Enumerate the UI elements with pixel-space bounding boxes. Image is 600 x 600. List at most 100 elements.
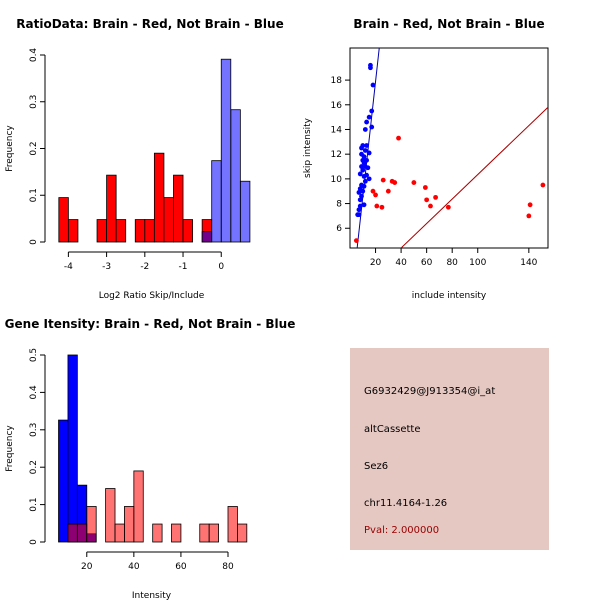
scatter-point-not-brain bbox=[361, 183, 367, 189]
scatter-x-tick-label: 60 bbox=[421, 258, 433, 268]
intensity-y-tick-label: 0.3 bbox=[29, 423, 39, 437]
scatter-point-not-brain bbox=[362, 178, 368, 184]
scatter-point-not-brain bbox=[364, 119, 370, 125]
scatter-point-brain bbox=[374, 203, 380, 209]
ratio-y-tick-label: 0.1 bbox=[29, 188, 39, 202]
scatter-y-tick-label: 12 bbox=[331, 150, 342, 160]
scatter-point-not-brain bbox=[357, 203, 363, 209]
intensity-bar-brain bbox=[76, 523, 88, 543]
scatter-point-not-brain bbox=[361, 160, 367, 166]
probe-id-text: G6932429@J913354@i_at bbox=[364, 386, 496, 397]
scatter-point-brain bbox=[396, 135, 401, 141]
intensity-bar-brain bbox=[171, 523, 182, 543]
scatter-point-brain bbox=[370, 188, 376, 194]
scatter-point-brain bbox=[379, 204, 385, 210]
intensity-bar-brain bbox=[124, 506, 135, 543]
ratio-bar-not-brain bbox=[220, 58, 232, 243]
ratio-bar-brain bbox=[134, 219, 146, 243]
scatter-point-not-brain bbox=[356, 212, 362, 218]
scatter-point-not-brain bbox=[369, 108, 375, 114]
ratio-x-tick-label: -2 bbox=[140, 262, 149, 272]
scatter-point-not-brain bbox=[366, 150, 372, 156]
scatter-y-tick-label: 6 bbox=[336, 224, 342, 234]
ratio-y-tick-label: 0.2 bbox=[29, 141, 39, 155]
scatter-point-brain bbox=[445, 204, 451, 210]
scatter-point-not-brain bbox=[360, 167, 366, 173]
intensity-x-tick-label: 40 bbox=[128, 562, 140, 572]
ratio-bar-brain bbox=[115, 219, 127, 243]
scatter-point-brain bbox=[526, 213, 532, 219]
intensity-x-tick-label: 80 bbox=[222, 562, 234, 572]
scatter-point-brain bbox=[353, 238, 359, 243]
scatter-x-tick-label: 100 bbox=[469, 258, 486, 268]
scatter-point-not-brain bbox=[362, 148, 368, 153]
scatter-y-tick-label: 16 bbox=[331, 101, 343, 111]
intensity-x-tick-label: 20 bbox=[81, 562, 93, 572]
ratio-chart-title: RatioData: Brain - Red, Not Brain - Blue bbox=[16, 17, 283, 31]
scatter-y-tick-label: 18 bbox=[331, 76, 343, 86]
ratio-bar-brain bbox=[67, 219, 79, 243]
scatter-point-brain bbox=[373, 192, 378, 198]
scatter-point-not-brain bbox=[357, 197, 363, 203]
scatter-point-brain bbox=[540, 182, 546, 188]
scatter-point-brain bbox=[385, 188, 391, 194]
intensity-bar-brain bbox=[105, 488, 116, 543]
scatter-y-tick-label: 10 bbox=[331, 175, 343, 185]
ratio-x-tick-label: -3 bbox=[102, 262, 111, 272]
ratio-bar-not-brain bbox=[211, 160, 222, 243]
ratio-bar-brain bbox=[58, 197, 69, 243]
intensity-y-tick-label: 0.2 bbox=[29, 460, 39, 474]
scatter-point-brain bbox=[380, 177, 386, 183]
intensity-bar-not-brain bbox=[58, 419, 69, 543]
intensity-bar-brain bbox=[114, 523, 125, 543]
scatter-point-not-brain bbox=[364, 143, 370, 148]
scatter-point-not-brain bbox=[369, 124, 375, 130]
intensity-bar-not-brain bbox=[67, 354, 78, 543]
gene-name-text: Sez6 bbox=[364, 461, 389, 472]
intensity-y-axis-label: Frequency bbox=[5, 425, 15, 472]
intensity-x-tick-label: 60 bbox=[175, 562, 187, 572]
scatter-point-not-brain bbox=[362, 127, 368, 132]
scatter-point-not-brain bbox=[360, 188, 366, 194]
scatter-point-not-brain bbox=[356, 207, 362, 213]
intensity-bar-brain bbox=[227, 506, 238, 543]
scatter-point-brain bbox=[422, 185, 428, 190]
scatter-point-brain bbox=[433, 194, 438, 200]
intensity-y-tick-label: 0.4 bbox=[29, 385, 39, 400]
intensity-bar-brain bbox=[237, 523, 248, 543]
scatter-x-tick-label: 20 bbox=[370, 258, 382, 268]
intensity-bar-brain bbox=[86, 506, 97, 543]
scatter-x-tick-label: 140 bbox=[520, 258, 537, 268]
scatter-plot-frame bbox=[349, 47, 549, 249]
scatter-point-not-brain bbox=[368, 65, 373, 71]
ratio-y-tick-label: 0 bbox=[29, 239, 39, 245]
ratio-bar-brain bbox=[173, 174, 184, 243]
ratio-x-tick-label: -1 bbox=[179, 262, 188, 272]
scatter-point-brain bbox=[424, 197, 430, 203]
ratio-bar-not-brain bbox=[239, 180, 251, 243]
ratio-x-axis-label: Log2 Ratio Skip/Include bbox=[99, 291, 205, 301]
ratio-bar-brain bbox=[144, 219, 155, 243]
scatter-fit-line-brain bbox=[400, 106, 548, 248]
ratio-y-tick-label: 0.4 bbox=[29, 48, 39, 63]
scatter-point-not-brain bbox=[361, 202, 367, 208]
intensity-y-tick-label: 0 bbox=[29, 539, 39, 545]
scatter-point-not-brain bbox=[356, 190, 362, 195]
intensity-x-axis-label: Intensity bbox=[132, 591, 172, 600]
event-type-text: altCassette bbox=[364, 424, 421, 435]
scatter-point-not-brain bbox=[359, 145, 364, 151]
intensity-bar-brain bbox=[133, 470, 144, 543]
intensity-y-tick-label: 0.1 bbox=[29, 497, 39, 511]
scatter-point-not-brain bbox=[366, 176, 372, 182]
scatter-y-axis-label: skip intensity bbox=[303, 117, 313, 178]
scatter-point-not-brain bbox=[359, 193, 364, 199]
scatter-chart-title: Brain - Red, Not Brain - Blue bbox=[353, 17, 544, 31]
ratio-bar-brain bbox=[182, 219, 193, 243]
scatter-point-brain bbox=[392, 180, 398, 185]
ratio-y-tick-label: 0.3 bbox=[29, 95, 39, 109]
scatter-point-not-brain bbox=[359, 164, 364, 169]
ratio-bar-not-brain bbox=[201, 231, 213, 243]
scatter-x-axis-label: include intensity bbox=[412, 291, 487, 301]
intensity-chart-title: Gene Itensity: Brain - Red, Not Brain - … bbox=[5, 317, 296, 331]
scatter-point-not-brain bbox=[364, 172, 370, 178]
